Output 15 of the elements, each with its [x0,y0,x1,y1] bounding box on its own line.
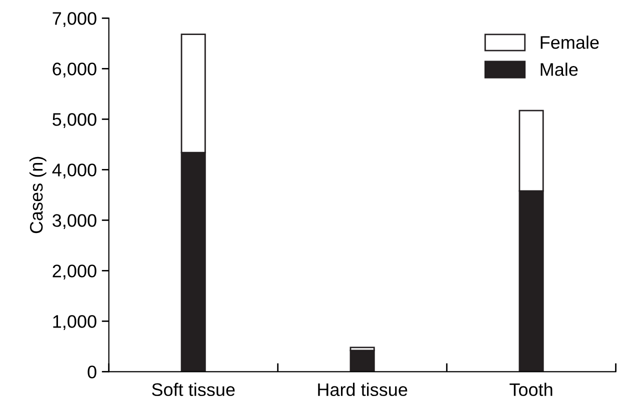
y-tick-label: 0 [88,366,96,378]
y-tick-label: 2,000 [52,264,96,280]
x-tick-label: Hard tissue [318,382,408,396]
legend-label: Male [540,62,578,76]
y-tick-label: 7,000 [52,12,96,28]
y-tick-label: 6,000 [52,62,96,78]
y-axis-title: Cases (n) [29,156,46,234]
legend-label: Female [540,36,599,49]
y-tick-label: 3,000 [52,214,96,230]
y-tick-label: 1,000 [53,315,96,330]
x-tick-label: Tooth [510,382,552,396]
bar [350,350,375,372]
y-tick-label: 5,000 [52,113,96,128]
y-tick-label: 4,000 [52,164,96,179]
x-tick-label: Soft tissue [152,382,235,396]
